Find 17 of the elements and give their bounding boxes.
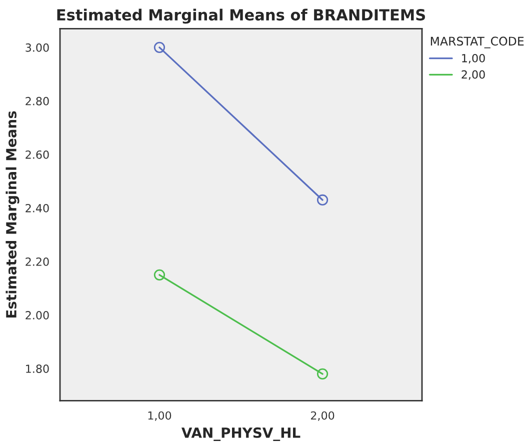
point: [316, 194, 328, 206]
x-axis-title: VAN_PHYSV_HL: [181, 427, 300, 442]
point: [154, 269, 166, 280]
y-tick-label: 2.40: [26, 204, 49, 212]
point: [154, 42, 166, 53]
legend-title: MARSTAT_CODE: [430, 36, 524, 48]
y-axis-title: Estimated Marginal Means: [6, 111, 20, 318]
y-tick-label: 2.80: [26, 96, 49, 106]
point: [316, 368, 328, 380]
y-tick-label: 1.80: [26, 364, 49, 373]
y-tick-label: 3.00: [26, 43, 49, 52]
legend-label: 1,00: [462, 54, 485, 64]
legend-label: 2,00: [462, 70, 485, 80]
chart-title: Estimated Marginal Means of BRANDITEMS: [57, 8, 426, 24]
y-tick-label: 2.60: [26, 150, 49, 159]
y-tick-label: 2.00: [26, 311, 49, 320]
y-tick-label: 2.20: [26, 258, 49, 266]
